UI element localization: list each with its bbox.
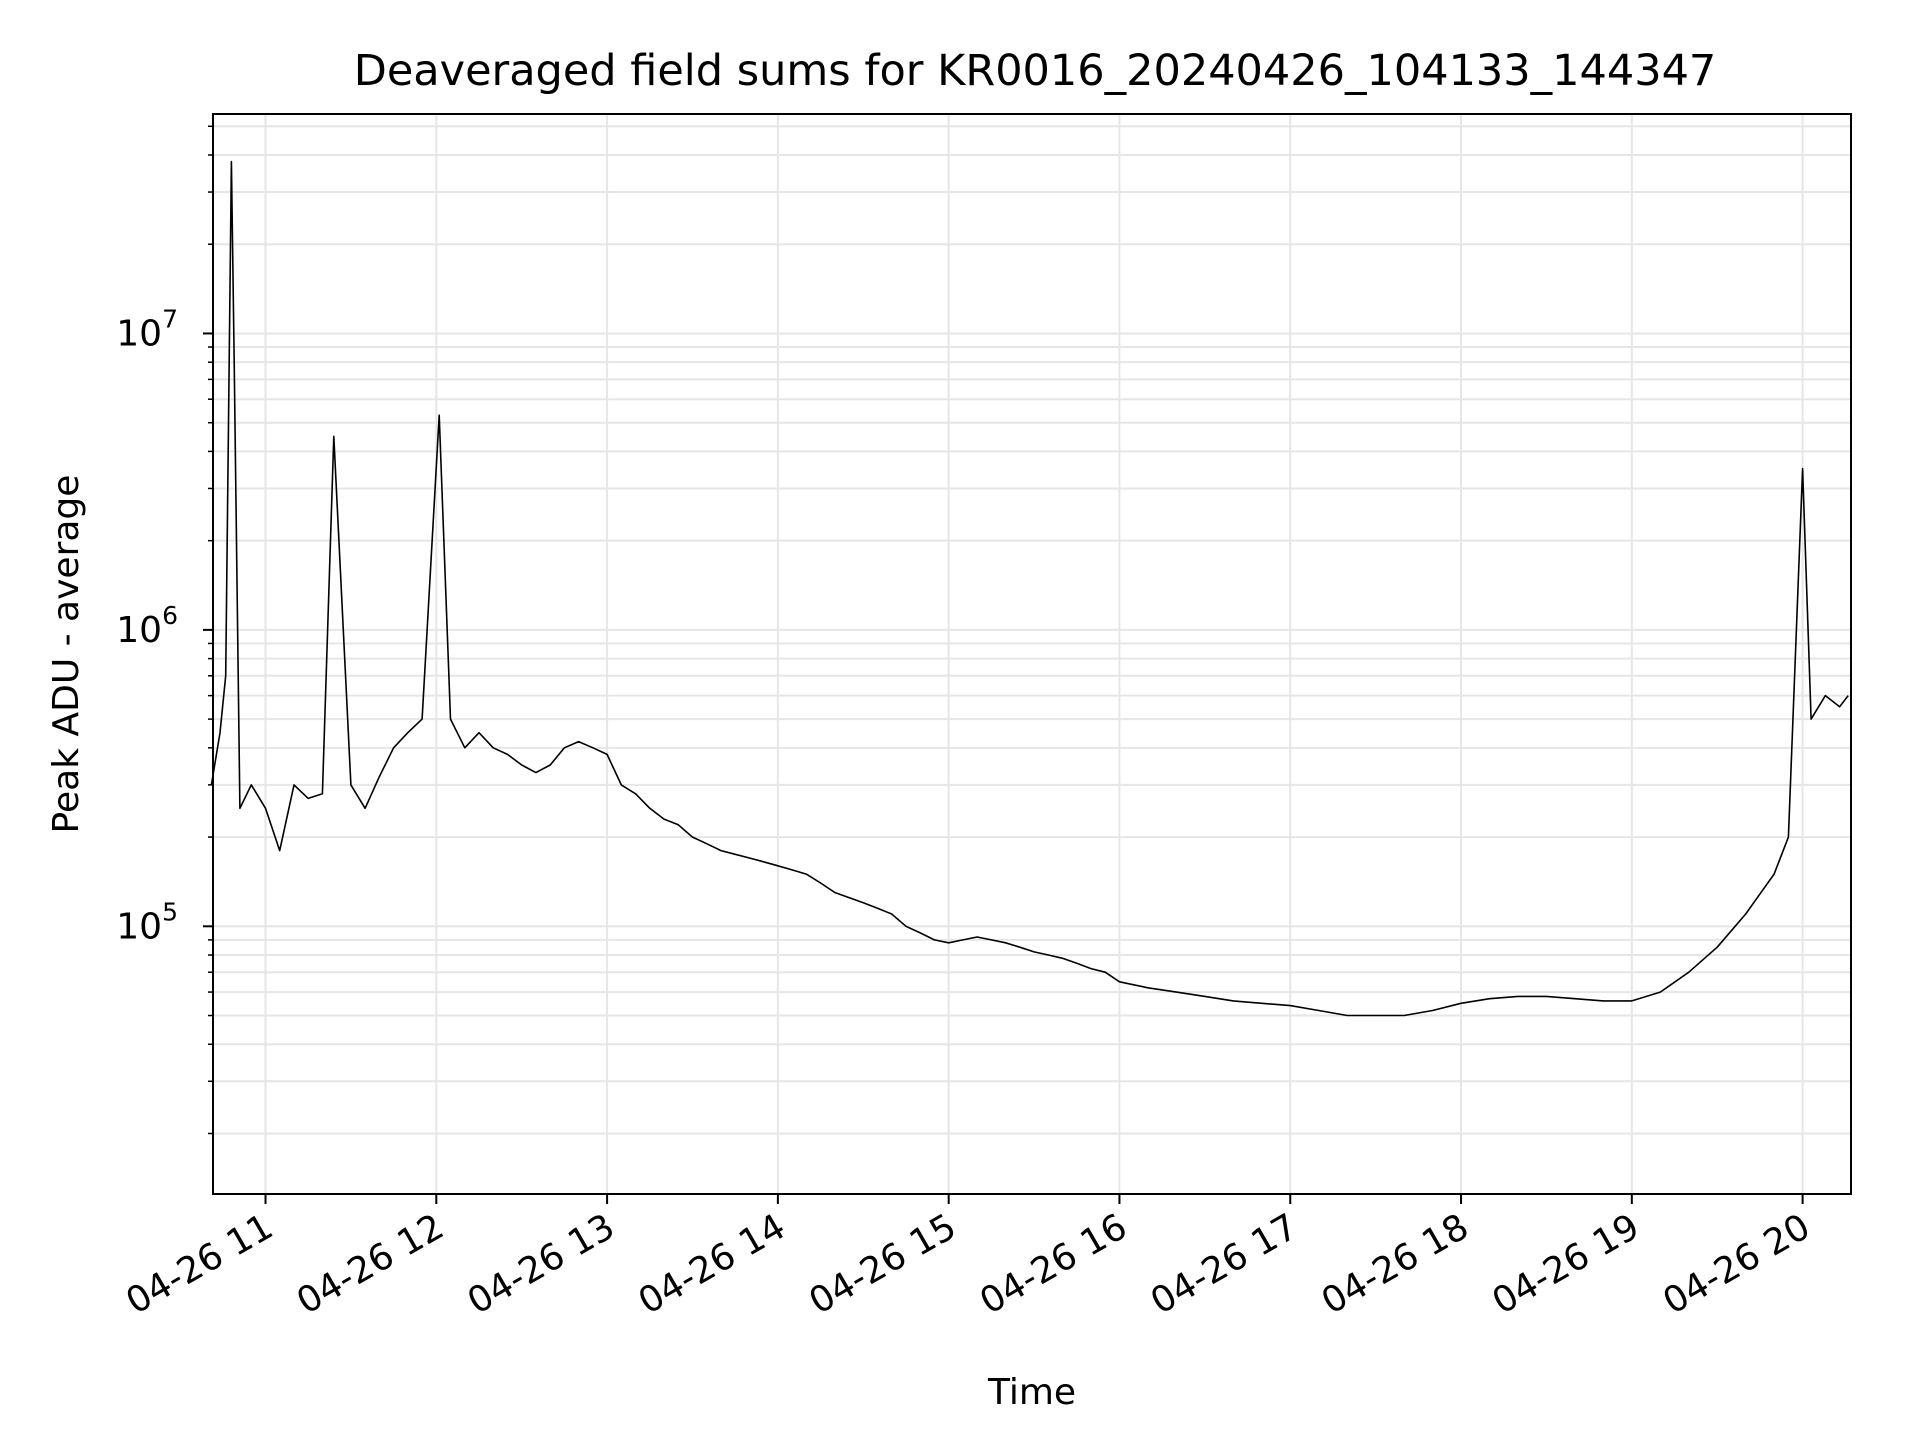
y-tick-label: 105 bbox=[116, 897, 178, 947]
chart-title: Deaveraged field sums for KR0016_2024042… bbox=[354, 46, 1717, 96]
y-tick-label: 107 bbox=[116, 304, 178, 354]
y-axis-label: Peak ADU - average bbox=[46, 475, 87, 834]
series-group bbox=[210, 160, 1849, 1017]
y-axis: 105 106 107 bbox=[116, 125, 213, 1135]
x-axis-label: Time bbox=[987, 1372, 1076, 1413]
major-gridlines bbox=[213, 114, 1851, 1194]
plot-area bbox=[213, 114, 1851, 1194]
minor-gridlines bbox=[213, 125, 1851, 1135]
y-tick-label: 106 bbox=[116, 601, 178, 651]
series-line bbox=[210, 160, 1849, 1017]
plot-frame bbox=[212, 113, 1852, 1195]
